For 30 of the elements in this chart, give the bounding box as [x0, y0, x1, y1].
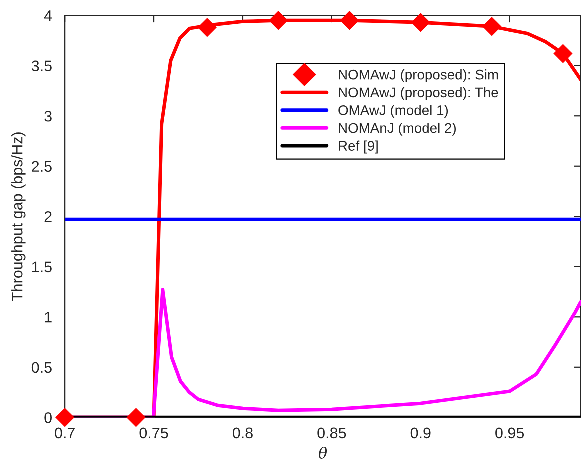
point [482, 17, 502, 36]
legend-label: NOMAwJ (proposed): Sim [339, 70, 498, 83]
point [411, 13, 430, 32]
y-tick-label: 1 [45, 312, 52, 323]
point [198, 18, 217, 38]
legend-label: OMAwJ (model 1) [338, 105, 448, 118]
point [554, 44, 573, 64]
y-axis-title: Throughput gap (bps/Hz) [12, 132, 26, 302]
y-tick-label: 3 [44, 110, 52, 122]
x-tick-label: 0.95 [496, 428, 524, 439]
x-tick-label: 0.9 [410, 428, 431, 439]
y-tick-label: 0.5 [32, 362, 52, 374]
y-tick-label: 2.5 [32, 161, 52, 172]
point [268, 11, 288, 30]
point [56, 408, 75, 428]
x-tick-label: 0.75 [140, 428, 168, 439]
y-tick-label: 2 [44, 212, 52, 222]
y-tick-label: 0 [44, 412, 52, 424]
x-tick-label: 0.7 [55, 428, 75, 439]
legend-label: NOMAwJ (proposed): The [339, 87, 498, 100]
y-tick-label: 3.5 [32, 60, 52, 72]
point [340, 11, 360, 30]
legend-label: Ref [9] [339, 140, 378, 154]
x-tick-label: 0.85 [318, 428, 346, 439]
y-tick-label: 1.5 [32, 262, 52, 273]
x-axis-title: θ [318, 447, 328, 459]
point [126, 408, 146, 428]
x-tick-label: 0.8 [232, 428, 253, 439]
y-tick-label: 4 [44, 10, 52, 22]
legend-label: NOMAnJ (model 2) [339, 122, 456, 136]
